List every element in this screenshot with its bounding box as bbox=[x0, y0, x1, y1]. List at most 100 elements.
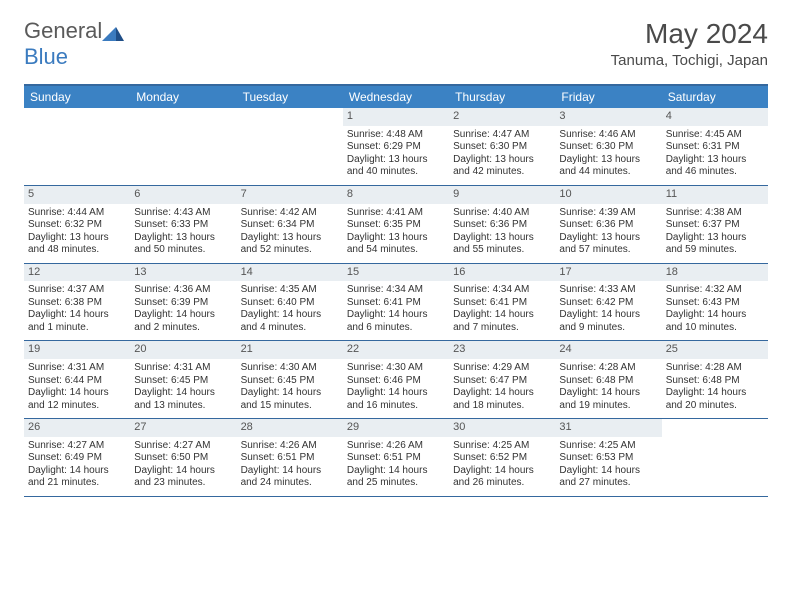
daylight1-text: Daylight: 14 hours bbox=[28, 309, 126, 322]
daylight1-text: Daylight: 13 hours bbox=[28, 232, 126, 245]
daylight1-text: Daylight: 14 hours bbox=[134, 309, 232, 322]
day-cell: 17Sunrise: 4:33 AMSunset: 6:42 PMDayligh… bbox=[555, 264, 661, 341]
location: Tanuma, Tochigi, Japan bbox=[611, 52, 768, 69]
day-number: 16 bbox=[449, 264, 555, 282]
day-cell: . bbox=[237, 108, 343, 185]
sunset-text: Sunset: 6:37 PM bbox=[666, 219, 764, 232]
day-details: Sunrise: 4:32 AMSunset: 6:43 PMDaylight:… bbox=[666, 284, 764, 334]
day-number: 15 bbox=[343, 264, 449, 282]
sunset-text: Sunset: 6:41 PM bbox=[453, 297, 551, 310]
day-cell: 21Sunrise: 4:30 AMSunset: 6:45 PMDayligh… bbox=[237, 341, 343, 418]
day-number: 13 bbox=[130, 264, 236, 282]
sunrise-text: Sunrise: 4:31 AM bbox=[134, 362, 232, 375]
day-details: Sunrise: 4:33 AMSunset: 6:42 PMDaylight:… bbox=[559, 284, 657, 334]
day-cell: 10Sunrise: 4:39 AMSunset: 6:36 PMDayligh… bbox=[555, 186, 661, 263]
day-details: Sunrise: 4:29 AMSunset: 6:47 PMDaylight:… bbox=[453, 362, 551, 412]
day-cell: . bbox=[130, 108, 236, 185]
daylight1-text: Daylight: 14 hours bbox=[241, 465, 339, 478]
day-number: 29 bbox=[343, 419, 449, 437]
daylight2-text: and 57 minutes. bbox=[559, 244, 657, 257]
day-details: Sunrise: 4:48 AMSunset: 6:29 PMDaylight:… bbox=[347, 129, 445, 179]
daylight2-text: and 25 minutes. bbox=[347, 477, 445, 490]
day-header-row: SundayMondayTuesdayWednesdayThursdayFrid… bbox=[24, 86, 768, 108]
daylight1-text: Daylight: 14 hours bbox=[28, 465, 126, 478]
day-cell: 19Sunrise: 4:31 AMSunset: 6:44 PMDayligh… bbox=[24, 341, 130, 418]
daylight2-text: and 40 minutes. bbox=[347, 166, 445, 179]
sunset-text: Sunset: 6:29 PM bbox=[347, 141, 445, 154]
sunset-text: Sunset: 6:32 PM bbox=[28, 219, 126, 232]
daylight2-text: and 4 minutes. bbox=[241, 322, 339, 335]
daylight1-text: Daylight: 13 hours bbox=[559, 232, 657, 245]
day-number: 11 bbox=[662, 186, 768, 204]
daylight2-text: and 12 minutes. bbox=[28, 400, 126, 413]
daylight1-text: Daylight: 14 hours bbox=[559, 309, 657, 322]
daylight1-text: Daylight: 14 hours bbox=[241, 387, 339, 400]
day-cell: 16Sunrise: 4:34 AMSunset: 6:41 PMDayligh… bbox=[449, 264, 555, 341]
sunset-text: Sunset: 6:42 PM bbox=[559, 297, 657, 310]
day-cell: 1Sunrise: 4:48 AMSunset: 6:29 PMDaylight… bbox=[343, 108, 449, 185]
day-number: 9 bbox=[449, 186, 555, 204]
daylight2-text: and 16 minutes. bbox=[347, 400, 445, 413]
daylight2-text: and 15 minutes. bbox=[241, 400, 339, 413]
sunset-text: Sunset: 6:40 PM bbox=[241, 297, 339, 310]
sunset-text: Sunset: 6:52 PM bbox=[453, 452, 551, 465]
day-cell: 12Sunrise: 4:37 AMSunset: 6:38 PMDayligh… bbox=[24, 264, 130, 341]
sunset-text: Sunset: 6:43 PM bbox=[666, 297, 764, 310]
sunrise-text: Sunrise: 4:35 AM bbox=[241, 284, 339, 297]
day-header: Thursday bbox=[449, 86, 555, 108]
sunrise-text: Sunrise: 4:45 AM bbox=[666, 129, 764, 142]
sunrise-text: Sunrise: 4:44 AM bbox=[28, 207, 126, 220]
sunset-text: Sunset: 6:50 PM bbox=[134, 452, 232, 465]
sunrise-text: Sunrise: 4:40 AM bbox=[453, 207, 551, 220]
daylight1-text: Daylight: 13 hours bbox=[134, 232, 232, 245]
daylight2-text: and 1 minute. bbox=[28, 322, 126, 335]
daylight1-text: Daylight: 13 hours bbox=[347, 154, 445, 167]
day-details: Sunrise: 4:47 AMSunset: 6:30 PMDaylight:… bbox=[453, 129, 551, 179]
day-number: 27 bbox=[130, 419, 236, 437]
day-cell: 22Sunrise: 4:30 AMSunset: 6:46 PMDayligh… bbox=[343, 341, 449, 418]
daylight2-text: and 13 minutes. bbox=[134, 400, 232, 413]
day-cell: 4Sunrise: 4:45 AMSunset: 6:31 PMDaylight… bbox=[662, 108, 768, 185]
daylight1-text: Daylight: 14 hours bbox=[453, 465, 551, 478]
daylight2-text: and 18 minutes. bbox=[453, 400, 551, 413]
day-cell: 5Sunrise: 4:44 AMSunset: 6:32 PMDaylight… bbox=[24, 186, 130, 263]
sunrise-text: Sunrise: 4:36 AM bbox=[134, 284, 232, 297]
daylight2-text: and 50 minutes. bbox=[134, 244, 232, 257]
sunset-text: Sunset: 6:41 PM bbox=[347, 297, 445, 310]
day-details: Sunrise: 4:44 AMSunset: 6:32 PMDaylight:… bbox=[28, 207, 126, 257]
day-header: Friday bbox=[555, 86, 661, 108]
logo: General Blue bbox=[24, 18, 124, 70]
day-number: 26 bbox=[24, 419, 130, 437]
daylight1-text: Daylight: 13 hours bbox=[666, 232, 764, 245]
day-number: 10 bbox=[555, 186, 661, 204]
daylight2-text: and 23 minutes. bbox=[134, 477, 232, 490]
day-number: 24 bbox=[555, 341, 661, 359]
sunrise-text: Sunrise: 4:34 AM bbox=[347, 284, 445, 297]
day-number: 20 bbox=[130, 341, 236, 359]
day-cell: 26Sunrise: 4:27 AMSunset: 6:49 PMDayligh… bbox=[24, 419, 130, 496]
day-cell: . bbox=[662, 419, 768, 496]
daylight1-text: Daylight: 14 hours bbox=[134, 465, 232, 478]
day-cell: 27Sunrise: 4:27 AMSunset: 6:50 PMDayligh… bbox=[130, 419, 236, 496]
sunset-text: Sunset: 6:36 PM bbox=[453, 219, 551, 232]
day-cell: 29Sunrise: 4:26 AMSunset: 6:51 PMDayligh… bbox=[343, 419, 449, 496]
sunset-text: Sunset: 6:48 PM bbox=[559, 375, 657, 388]
daylight2-text: and 54 minutes. bbox=[347, 244, 445, 257]
sunset-text: Sunset: 6:34 PM bbox=[241, 219, 339, 232]
daylight1-text: Daylight: 13 hours bbox=[559, 154, 657, 167]
daylight2-text: and 52 minutes. bbox=[241, 244, 339, 257]
week-row: 5Sunrise: 4:44 AMSunset: 6:32 PMDaylight… bbox=[24, 186, 768, 264]
day-details: Sunrise: 4:38 AMSunset: 6:37 PMDaylight:… bbox=[666, 207, 764, 257]
sunset-text: Sunset: 6:45 PM bbox=[241, 375, 339, 388]
daylight1-text: Daylight: 14 hours bbox=[241, 309, 339, 322]
title-block: May 2024 Tanuma, Tochigi, Japan bbox=[611, 18, 768, 69]
sunset-text: Sunset: 6:30 PM bbox=[453, 141, 551, 154]
daylight1-text: Daylight: 13 hours bbox=[347, 232, 445, 245]
sunrise-text: Sunrise: 4:28 AM bbox=[666, 362, 764, 375]
sunrise-text: Sunrise: 4:26 AM bbox=[241, 440, 339, 453]
week-row: ...1Sunrise: 4:48 AMSunset: 6:29 PMDayli… bbox=[24, 108, 768, 186]
day-details: Sunrise: 4:31 AMSunset: 6:44 PMDaylight:… bbox=[28, 362, 126, 412]
day-number: 25 bbox=[662, 341, 768, 359]
daylight1-text: Daylight: 14 hours bbox=[453, 387, 551, 400]
calendar: SundayMondayTuesdayWednesdayThursdayFrid… bbox=[24, 84, 768, 497]
